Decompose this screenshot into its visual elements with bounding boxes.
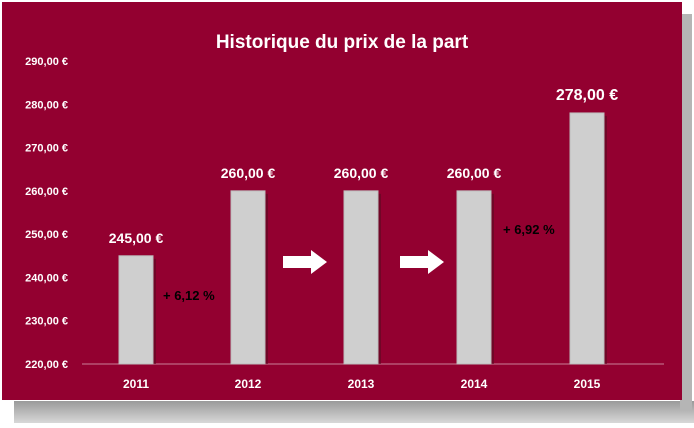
y-tick-label: 290,00 € [25,56,68,68]
y-tick-label: 270,00 € [25,143,68,155]
value-label: 278,00 € [556,87,618,104]
y-tick-label: 240,00 € [25,272,68,284]
y-tick-label: 250,00 € [25,229,68,241]
bars [118,112,607,365]
arrows [283,250,444,274]
value-label: 245,00 € [109,230,164,246]
y-tick-label: 280,00 € [25,99,68,111]
value-label: 260,00 € [334,165,389,181]
chart-title: Historique du prix de la part [216,32,469,53]
annotation-growth-2011-2012: + 6,12 % [163,288,215,303]
x-axis: 2011 2012 2013 2014 2015 [123,377,601,391]
bar-2011 [118,255,154,365]
annotation-growth-2014-2015: + 6,92 % [503,222,555,237]
chart-background [2,2,682,400]
x-tick-label: 2012 [235,377,262,391]
right-arrow-icon [283,250,327,274]
bar-2013 [343,190,379,365]
y-tick-label: 220,00 € [25,359,68,371]
chart-shadow [14,401,694,423]
y-tick-label: 260,00 € [25,186,68,198]
right-arrow-icon [400,250,444,274]
x-tick-label: 2015 [574,377,601,391]
y-tick-label: 230,00 € [25,316,68,328]
x-tick-label: 2014 [461,377,488,391]
value-label: 260,00 € [447,165,502,181]
y-axis: 220,00 € 230,00 € 240,00 € 250,00 € 260,00 €… [25,56,68,371]
value-label: 260,00 € [221,165,276,181]
bar-2012 [230,190,266,365]
x-tick-label: 2013 [348,377,375,391]
bar-2014 [456,190,492,365]
x-tick-label: 2011 [123,377,149,391]
bar-2015 [569,112,605,365]
data-labels: 245,00 € 260,00 € 260,00 € 260,00 € 278,00 € [109,87,618,246]
chart-shadow-side [680,14,692,410]
